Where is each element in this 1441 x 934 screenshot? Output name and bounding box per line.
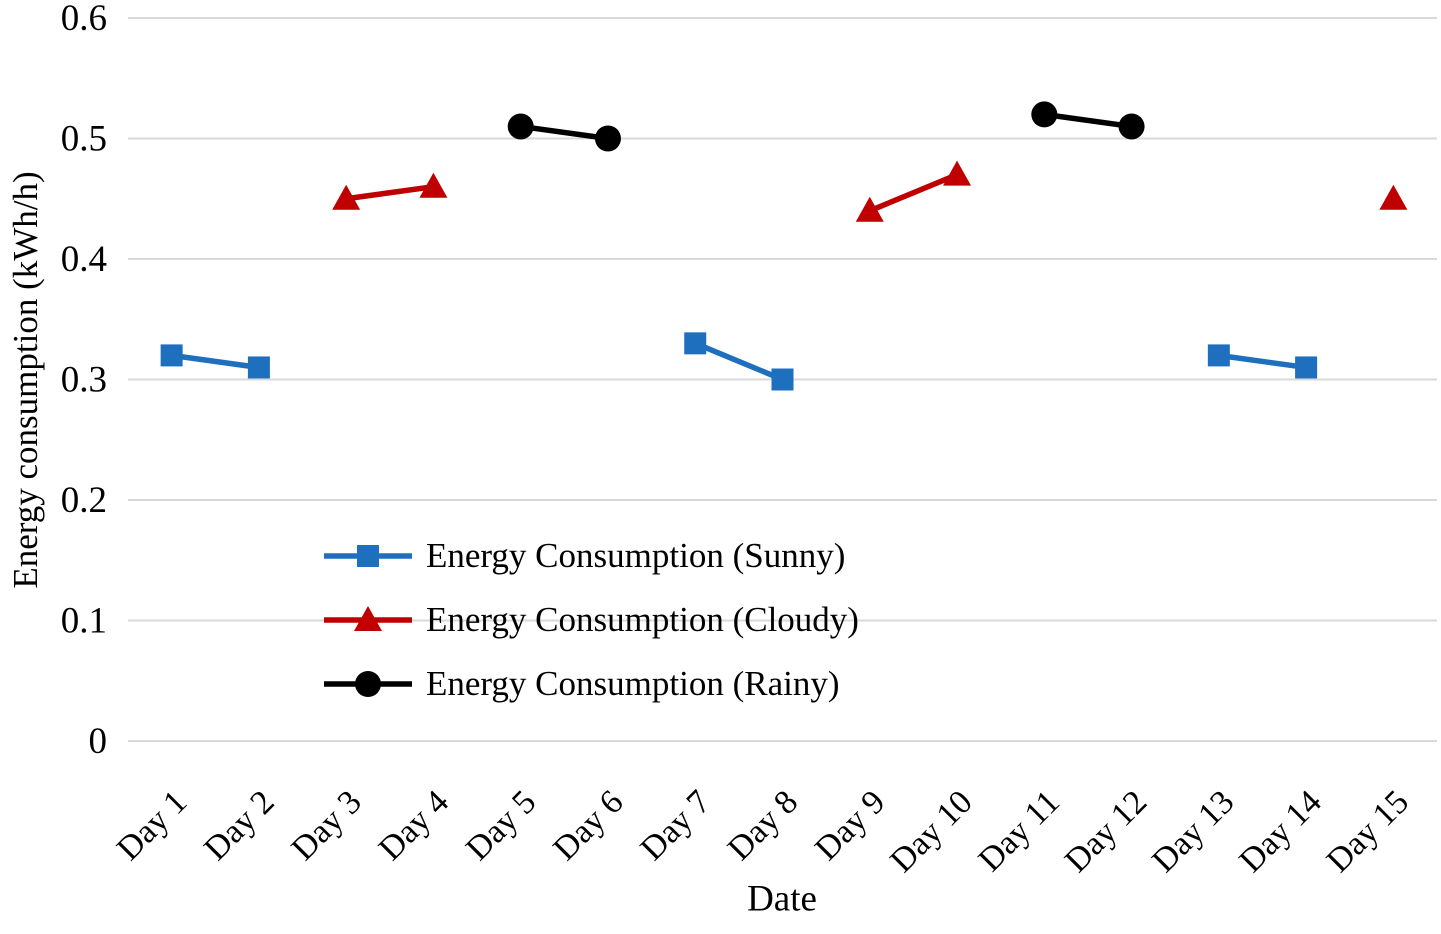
data-point-cloudy-3: [332, 184, 361, 210]
data-point-cloudy-4: [419, 172, 448, 198]
x-tick-label: Day 1: [110, 783, 194, 867]
data-point-rainy-5: [507, 113, 534, 140]
y-tick-label: 0.3: [61, 360, 107, 401]
data-point-sunny-7: [684, 332, 707, 355]
legend-rainy-line-marker-icon: [324, 671, 412, 697]
legend-item-sunny: Energy Consumption (Sunny): [322, 536, 859, 576]
series-line-cloudy: [343, 183, 437, 202]
x-tick-label: Day 5: [459, 783, 543, 867]
y-axis-title: Energy consumption (kWh/h): [6, 171, 45, 589]
data-point-rainy-6: [594, 125, 621, 152]
x-tick-label: Day 4: [372, 783, 456, 867]
x-tick-label: Day 12: [1058, 783, 1154, 879]
series-line-cloudy: [867, 171, 960, 214]
legend-sunny-line-marker-icon: [324, 545, 412, 567]
data-point-sunny-1: [160, 344, 183, 367]
x-tick-label: Day 10: [883, 783, 979, 879]
data-point-sunny-14: [1295, 356, 1318, 379]
data-point-sunny-2: [247, 356, 270, 379]
series-line-sunny: [168, 352, 262, 371]
data-point-sunny-8: [771, 368, 794, 391]
legend-label-rainy: Energy Consumption (Rainy): [426, 664, 840, 703]
x-tick-label: Day 7: [634, 783, 718, 867]
x-axis-title: Date: [747, 878, 817, 920]
legend: Energy Consumption (Sunny) Energy Consum…: [322, 536, 859, 704]
legend-item-rainy: Energy Consumption (Rainy): [322, 664, 859, 704]
series-line-rainy: [517, 123, 611, 142]
data-point-rainy-11: [1031, 101, 1058, 128]
data-point-cloudy-10: [943, 160, 972, 186]
legend-marker-cloudy: [354, 606, 382, 631]
x-tick-label: Day 11: [972, 783, 1067, 878]
y-tick-label: 0.6: [61, 0, 107, 39]
x-tick-label: Day 3: [285, 783, 369, 867]
series-line-sunny: [692, 340, 786, 383]
x-tick-label: Day 15: [1320, 783, 1416, 879]
x-tick-label: Day 9: [808, 783, 892, 867]
y-tick-label: 0.2: [61, 480, 107, 521]
series-line-rainy: [1041, 111, 1135, 130]
y-tick-label: 0: [89, 721, 108, 762]
data-point-rainy-12: [1118, 113, 1145, 140]
y-tick-label: 0.1: [61, 601, 107, 642]
x-tick-label: Day 6: [546, 783, 630, 867]
legend-label-cloudy: Energy Consumption (Cloudy): [426, 600, 859, 639]
legend-cloudy-line-marker-icon: [324, 606, 412, 631]
y-tick-label: 0.5: [61, 119, 107, 160]
legend-marker-rainy: [355, 671, 381, 697]
legend-label-sunny: Energy Consumption (Sunny): [426, 536, 846, 575]
x-tick-label: Day 2: [197, 783, 281, 867]
x-tick-label: Day 13: [1145, 783, 1241, 879]
series-line-sunny: [1216, 352, 1309, 371]
legend-marker-sunny: [357, 545, 379, 567]
data-point-sunny-13: [1207, 344, 1230, 367]
x-tick-label: Day 8: [721, 783, 805, 867]
data-point-cloudy-15: [1379, 184, 1408, 210]
legend-item-cloudy: Energy Consumption (Cloudy): [322, 600, 859, 640]
x-tick-label: Day 14: [1232, 783, 1328, 879]
y-tick-label: 0.4: [61, 239, 107, 280]
data-point-cloudy-9: [855, 196, 884, 222]
